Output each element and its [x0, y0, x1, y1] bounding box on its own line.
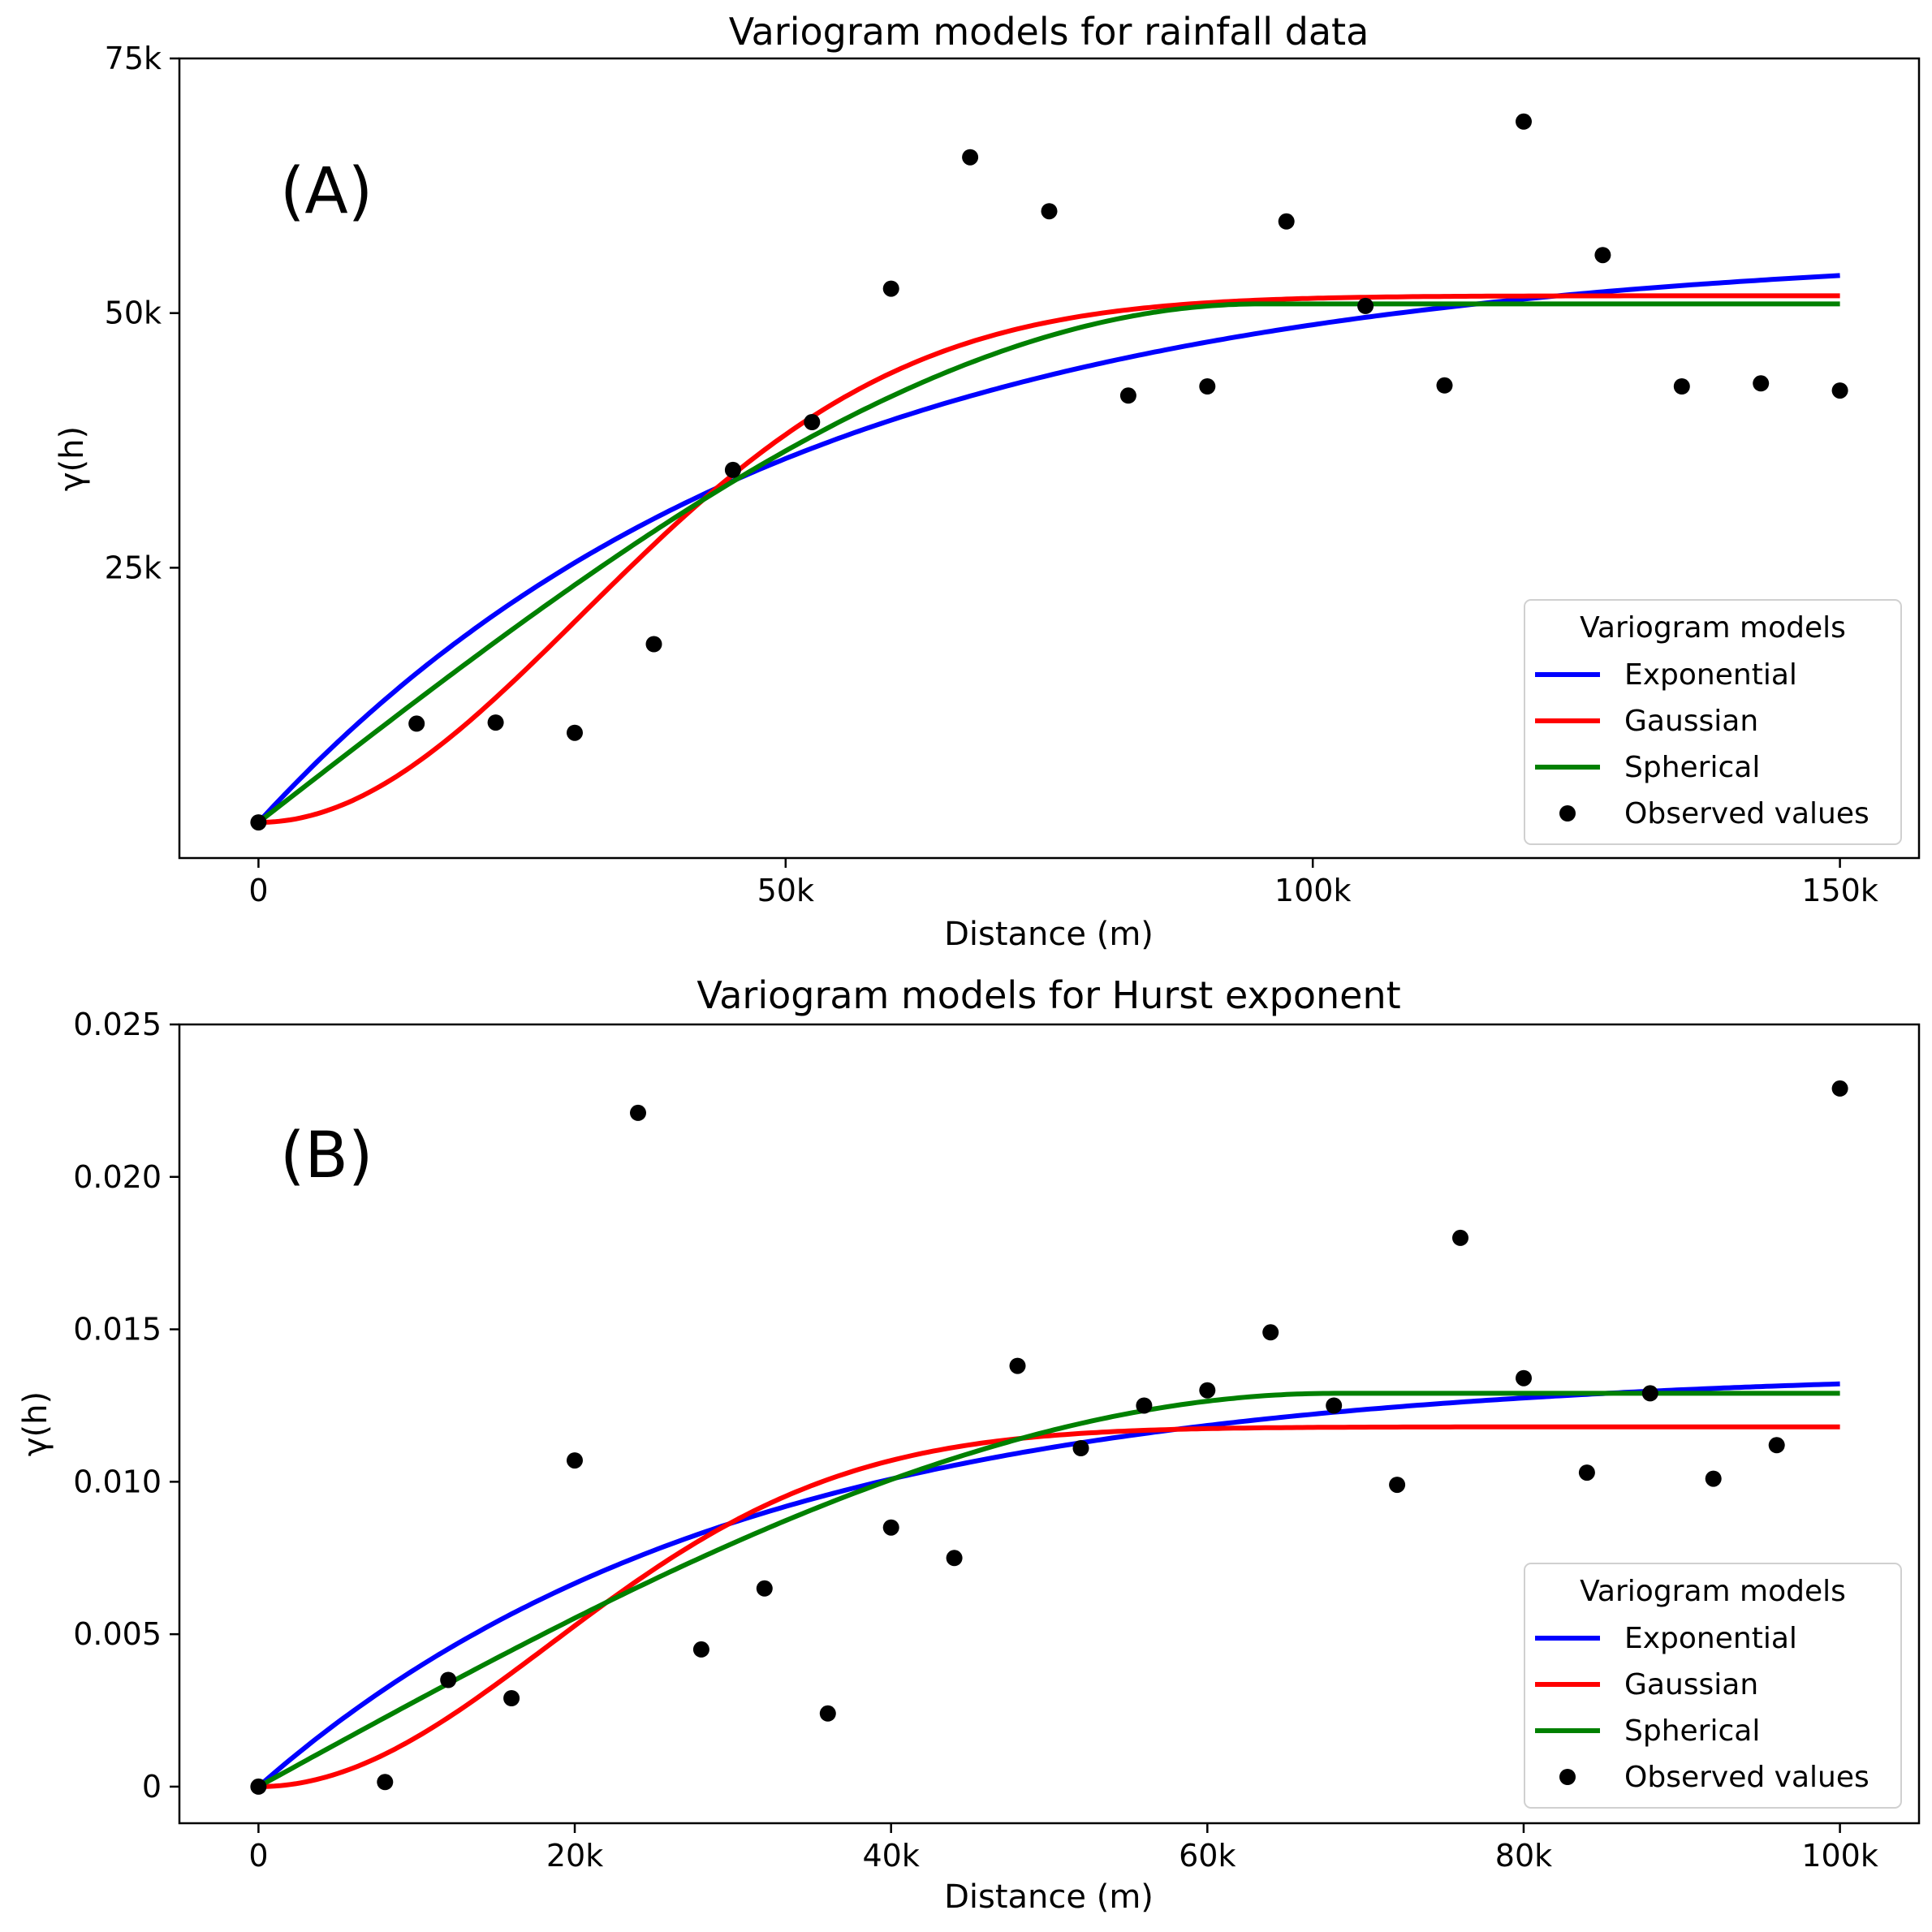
- x-tick-label: 100k: [1274, 873, 1352, 908]
- y-tick-label: 0.005: [73, 1616, 162, 1652]
- y-tick-label: 25k: [105, 550, 162, 585]
- observed-point: [962, 149, 979, 166]
- plot-frame: [178, 57, 1921, 860]
- x-tick-label: 0: [248, 1838, 268, 1874]
- observed-point: [1452, 1229, 1468, 1246]
- observed-point: [1753, 375, 1770, 392]
- observed-point: [756, 1580, 773, 1597]
- observed-point: [1578, 1464, 1595, 1481]
- observed-point: [1009, 1357, 1026, 1374]
- observed-point: [250, 1778, 267, 1795]
- observed-point: [1041, 203, 1058, 220]
- legend-title: Variogram models: [1580, 1575, 1846, 1608]
- observed-point: [645, 636, 662, 653]
- observed-point: [1436, 377, 1453, 394]
- y-axis-label: γ(h): [54, 426, 91, 491]
- legend-label-spherical: Spherical: [1624, 751, 1760, 784]
- observed-point: [1136, 1397, 1153, 1414]
- observed-point: [692, 1641, 709, 1658]
- legend-box: [1524, 599, 1902, 845]
- legend-title: Variogram models: [1580, 611, 1846, 645]
- y-tick-label: 0.010: [73, 1464, 162, 1499]
- x-axis-label: Distance (m): [944, 1878, 1154, 1916]
- x-axis-label: Distance (m): [944, 916, 1154, 953]
- legend-label-gaussian: Gaussian: [1624, 1668, 1758, 1701]
- legend-label-observed: Observed values: [1624, 797, 1869, 830]
- plot-frame: [178, 1023, 1921, 1825]
- observed-point: [1705, 1470, 1722, 1487]
- x-tick-label: 150k: [1801, 873, 1878, 908]
- y-tick-label: 0.025: [73, 1007, 162, 1042]
- observed-point: [408, 715, 425, 732]
- observed-point: [1768, 1437, 1785, 1454]
- series-line-gaussian: [258, 293, 1840, 826]
- series-line-spherical: [257, 301, 1840, 825]
- y-tick-label: 0.015: [73, 1312, 162, 1348]
- observed-point: [377, 1774, 394, 1791]
- chart-title: Variogram models for rainfall data: [729, 10, 1369, 54]
- series-line-spherical: [257, 1391, 1840, 1789]
- x-tick-label: 60k: [1179, 1838, 1236, 1874]
- x-tick-label: 0: [248, 873, 268, 908]
- observed-point: [1641, 1385, 1658, 1402]
- panel-hurst: Variogram models for Hurst exponent (B) …: [17, 973, 1921, 1916]
- observed-point: [1673, 378, 1690, 395]
- observed-point: [1278, 213, 1295, 230]
- legend-label-exponential: Exponential: [1624, 658, 1797, 692]
- x-tick-label: 20k: [546, 1838, 603, 1874]
- legend-swatch-observed: [1559, 805, 1576, 822]
- observed-point: [724, 461, 741, 478]
- observed-point: [882, 1519, 899, 1536]
- observed-point: [503, 1690, 520, 1706]
- observed-point: [1516, 1369, 1532, 1386]
- observed-point: [1831, 382, 1848, 399]
- observed-point: [946, 1550, 963, 1567]
- observed-point: [819, 1705, 836, 1722]
- observed-point: [1326, 1397, 1343, 1414]
- legend-label-exponential: Exponential: [1624, 1622, 1797, 1655]
- panel-tag: (B): [280, 1119, 373, 1192]
- legend-box: [1524, 1563, 1902, 1809]
- x-tick-label: 80k: [1495, 1838, 1552, 1874]
- y-tick-label: 75k: [105, 41, 162, 76]
- x-tick-label: 100k: [1801, 1838, 1878, 1874]
- panel-tag: (A): [280, 155, 373, 228]
- observed-point: [250, 814, 267, 831]
- observed-point: [567, 724, 583, 741]
- observed-point: [1389, 1477, 1406, 1494]
- observed-point: [1262, 1324, 1279, 1341]
- legend: Variogram models Exponential Gaussian Sp…: [1524, 1563, 1902, 1809]
- legend-label-gaussian: Gaussian: [1624, 705, 1758, 738]
- legend-label-observed: Observed values: [1624, 1761, 1869, 1794]
- observed-point: [440, 1671, 457, 1688]
- observed-point: [1594, 247, 1611, 264]
- observed-point: [1199, 1382, 1216, 1399]
- observed-point: [1357, 297, 1374, 314]
- x-tick-label: 40k: [863, 1838, 920, 1874]
- observed-point: [487, 714, 504, 731]
- panel-rainfall: Variogram models for rainfall data (A) 0…: [54, 10, 1921, 953]
- legend: Variogram models Exponential Gaussian Sp…: [1524, 599, 1902, 845]
- y-tick-label: 0: [142, 1769, 162, 1805]
- legend-swatch-observed: [1559, 1769, 1576, 1785]
- observed-point: [1072, 1440, 1089, 1456]
- legend-label-spherical: Spherical: [1624, 1714, 1760, 1748]
- observed-point: [1119, 387, 1136, 404]
- y-axis-label: γ(h): [17, 1391, 54, 1456]
- observed-point: [804, 414, 821, 430]
- observed-point: [882, 280, 899, 297]
- y-tick-label: 0.020: [73, 1159, 162, 1195]
- y-tick-label: 50k: [105, 295, 162, 331]
- observed-point: [1516, 113, 1532, 130]
- observed-point: [567, 1452, 583, 1469]
- series-line-gaussian: [258, 1424, 1840, 1789]
- observed-point: [1831, 1080, 1848, 1097]
- chart-title: Variogram models for Hurst exponent: [696, 973, 1400, 1017]
- x-tick-label: 50k: [757, 873, 814, 908]
- observed-point: [1199, 378, 1216, 395]
- observed-point: [630, 1104, 646, 1121]
